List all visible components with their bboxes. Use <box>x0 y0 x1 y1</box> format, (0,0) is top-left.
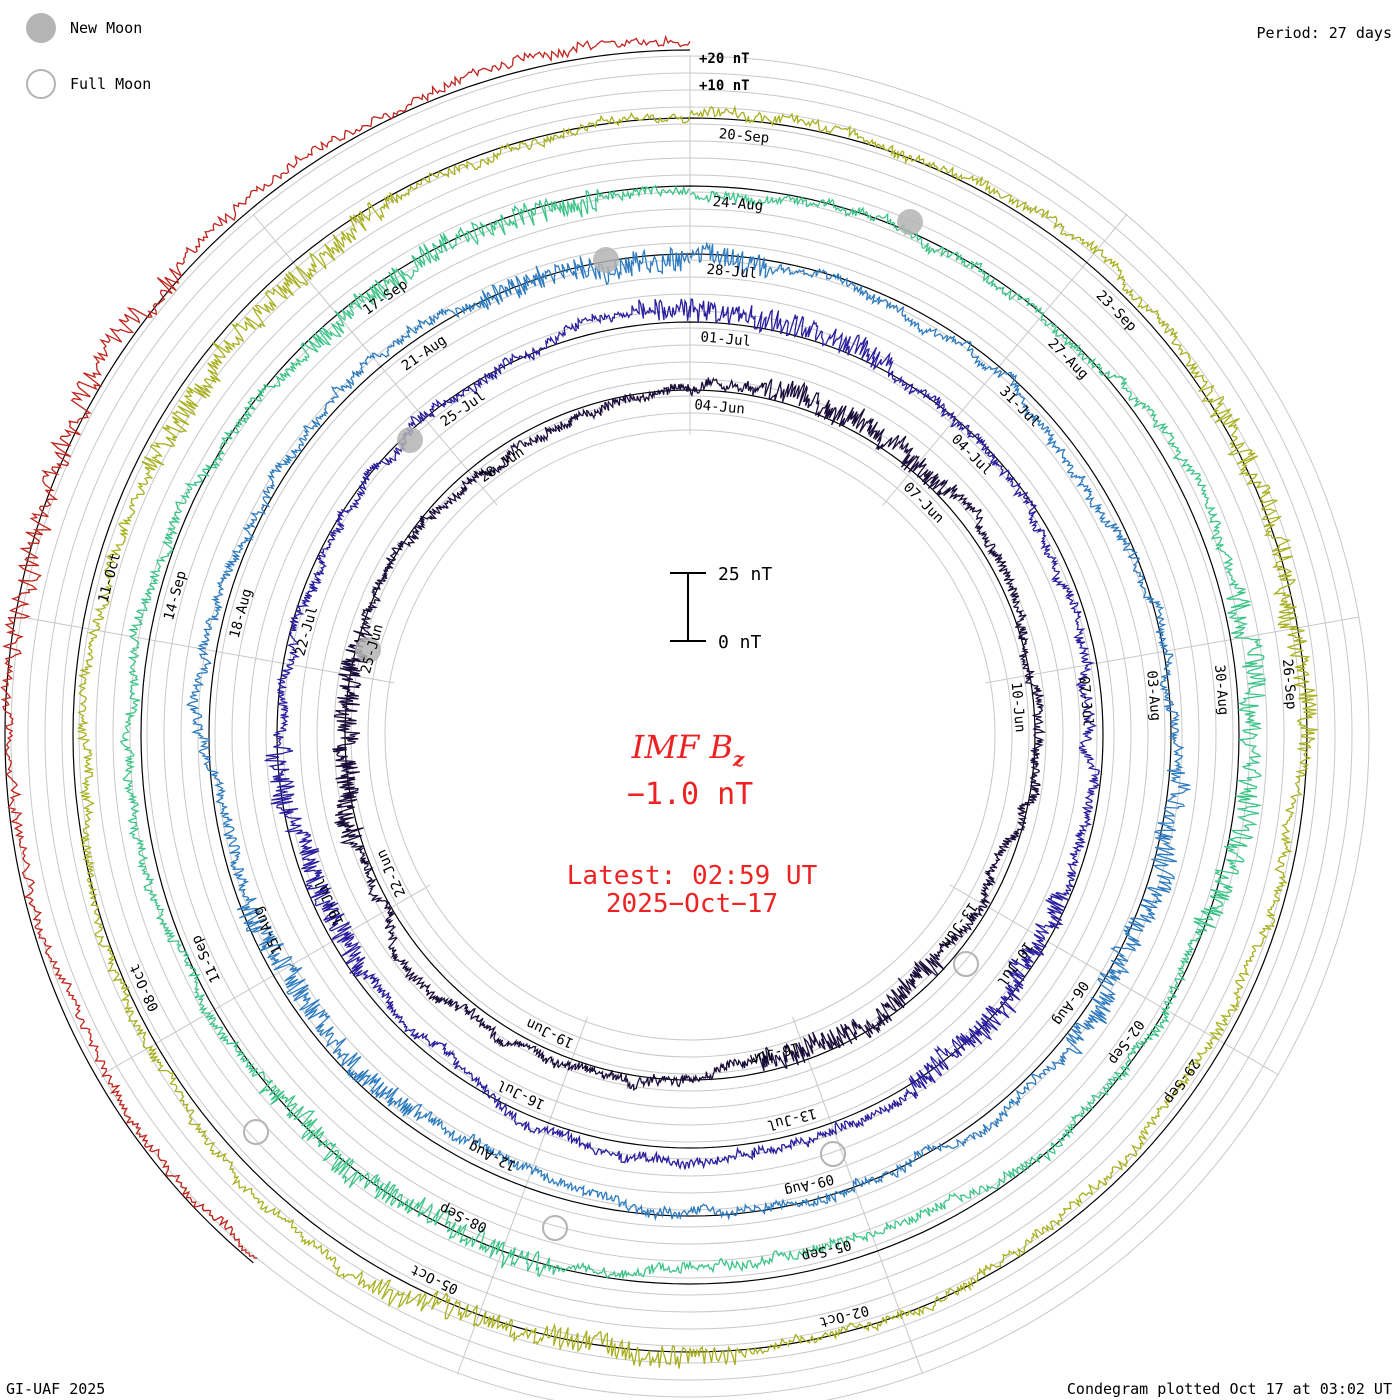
full-moon-marker <box>953 951 979 977</box>
legend-new-moon-label: New Moon <box>70 19 143 37</box>
date-label: 01-Jul <box>700 329 752 350</box>
date-label: 11-Sep <box>188 933 224 986</box>
bz-trace <box>119 184 1266 1280</box>
date-label: 26-Sep <box>1279 658 1299 710</box>
legend-new-moon: New Moon <box>26 12 142 44</box>
date-label: 22-Jun <box>374 847 410 900</box>
new-moon-marker <box>355 637 381 663</box>
date-label: 19-Jun <box>524 1015 577 1051</box>
scale-bar-top-label: 25 nT <box>718 564 772 585</box>
plot-timestamp: Condegram plotted Oct 17 at 03:02 UT <box>1066 1380 1392 1398</box>
bz-trace <box>0 34 691 1259</box>
full-moon-marker <box>820 1141 846 1167</box>
full-moon-marker <box>243 1119 269 1145</box>
parameter-title: IMF Bz <box>631 728 745 771</box>
date-label: 12-Aug <box>466 1138 519 1174</box>
zero-baselines <box>4 49 1308 1353</box>
date-label: 30-Aug <box>1211 664 1231 716</box>
parameter-subscript: z <box>732 747 745 771</box>
full-moon-icon <box>26 69 56 99</box>
new-moon-marker <box>897 209 923 235</box>
current-value: −1.0 nT <box>627 777 753 812</box>
date-label: 05-Oct <box>408 1261 461 1297</box>
ring-scale-labels: +20 nT +10 nT <box>699 51 750 94</box>
bz-trace <box>332 377 1047 1092</box>
date-label: 10-Jun <box>1008 681 1028 733</box>
date-label: 08-Oct <box>127 961 163 1014</box>
credit-label: GI-UAF 2025 <box>6 1380 106 1398</box>
date-label: 03-Aug <box>1143 670 1163 722</box>
scale-bar-bottom-label: 0 nT <box>718 632 762 653</box>
legend-full-moon-label: Full Moon <box>70 75 152 93</box>
full-moon-marker <box>542 1215 568 1241</box>
date-label: 24-Aug <box>712 194 764 215</box>
ring-label-plus20: +20 nT <box>699 51 750 67</box>
date-label: 07-Jun <box>900 479 947 526</box>
period-label: Period: 27 days <box>1256 24 1392 42</box>
bz-trace <box>263 298 1101 1171</box>
date-label: 16-Jul <box>495 1076 548 1112</box>
new-moon-marker <box>593 247 619 273</box>
date-label: 31-Jul <box>996 384 1043 431</box>
date-label: 08-Sep <box>437 1199 490 1235</box>
latest-time: Latest: 02:59 UT <box>567 861 818 891</box>
zero-baseline <box>276 321 1104 1149</box>
new-moon-marker <box>397 427 423 453</box>
moon-markers <box>243 209 979 1241</box>
bz-series <box>0 34 1318 1369</box>
latest-date: 2025−Oct−17 <box>606 889 778 919</box>
date-label: 28-Jul <box>706 262 758 283</box>
scale-bar: 25 nT 0 nT <box>670 564 772 653</box>
legend-full-moon: Full Moon <box>26 68 151 100</box>
new-moon-icon <box>26 13 56 43</box>
center-readout: IMF Bz −1.0 nT Latest: 02:59 UT 2025−Oct… <box>567 728 818 919</box>
date-label: 20-Sep <box>718 126 770 147</box>
ring-label-plus10: +10 nT <box>699 78 750 94</box>
bz-trace <box>185 241 1192 1221</box>
date-label: 19-Jul <box>312 875 348 928</box>
date-label: 04-Jun <box>694 397 746 418</box>
zero-baseline <box>208 253 1172 1217</box>
date-label: 07-Jul <box>1076 676 1096 728</box>
zero-baseline <box>4 49 691 1264</box>
bz-trace <box>76 104 1318 1369</box>
